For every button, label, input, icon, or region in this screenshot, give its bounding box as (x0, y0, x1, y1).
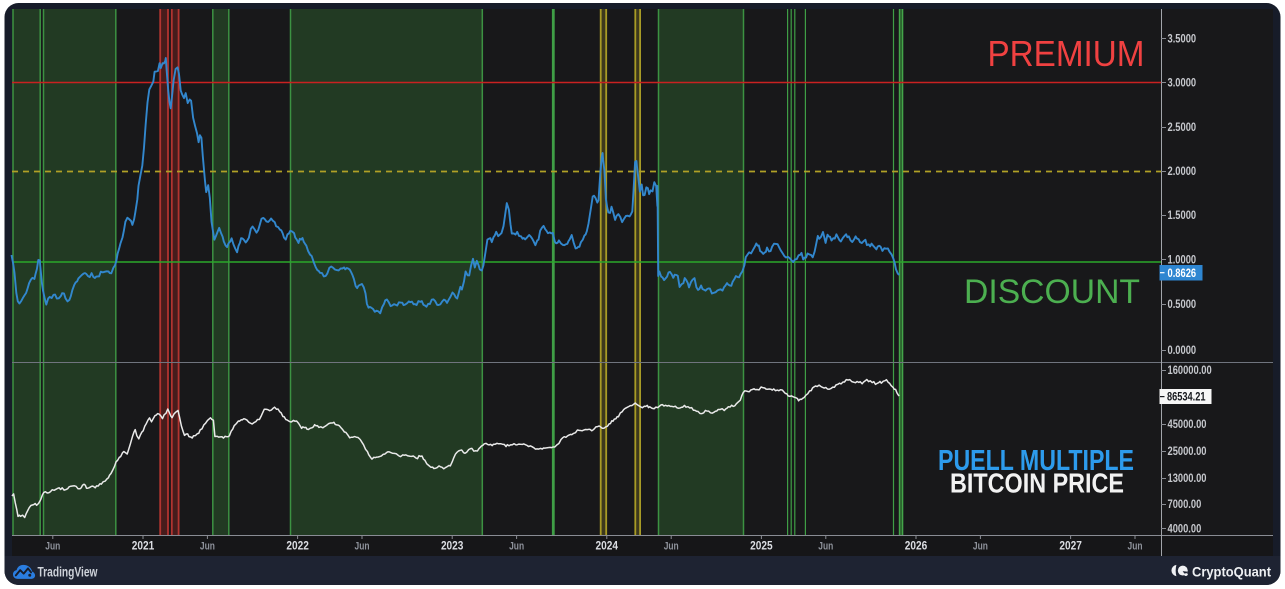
svg-text:TradingView: TradingView (38, 565, 98, 580)
svg-text:86534.21: 86534.21 (1167, 392, 1206, 404)
svg-text:45000.00: 45000.00 (1168, 419, 1207, 431)
svg-text:3.5000: 3.5000 (1168, 34, 1197, 46)
svg-text:2022: 2022 (286, 541, 309, 553)
svg-text:0.8626: 0.8626 (1168, 268, 1197, 280)
svg-text:Jun: Jun (200, 541, 215, 553)
svg-text:160000.00: 160000.00 (1168, 365, 1212, 377)
svg-text:PUELL MULTIPLE: PUELL MULTIPLE (938, 445, 1134, 477)
svg-text:25000.00: 25000.00 (1168, 446, 1207, 458)
svg-text:Jun: Jun (818, 541, 833, 553)
svg-text:2024: 2024 (596, 541, 619, 553)
svg-text:2025: 2025 (750, 541, 773, 553)
svg-text:2026: 2026 (905, 541, 928, 553)
svg-text:Jun: Jun (45, 541, 60, 553)
svg-text:Jun: Jun (664, 541, 679, 553)
svg-text:2023: 2023 (441, 541, 464, 553)
svg-text:2027: 2027 (1059, 541, 1082, 553)
svg-text:Jun: Jun (1128, 541, 1143, 553)
svg-text:13000.00: 13000.00 (1168, 473, 1207, 485)
svg-text:Jun: Jun (355, 541, 370, 553)
svg-text:0.5000: 0.5000 (1168, 299, 1197, 311)
svg-text:Jun: Jun (973, 541, 988, 553)
svg-text:4000.00: 4000.00 (1168, 524, 1202, 536)
svg-text:2.0000: 2.0000 (1168, 166, 1197, 178)
svg-text:2.5000: 2.5000 (1168, 122, 1197, 134)
svg-text:0.0000: 0.0000 (1168, 345, 1197, 357)
svg-text:7000.00: 7000.00 (1168, 499, 1202, 511)
svg-text:1.5000: 1.5000 (1168, 210, 1197, 222)
svg-text:CryptoQuant: CryptoQuant (1192, 565, 1271, 580)
svg-text:BITCOIN PRICE: BITCOIN PRICE (950, 468, 1124, 499)
svg-text:PREMIUM: PREMIUM (988, 33, 1145, 74)
svg-text:3.0000: 3.0000 (1168, 78, 1197, 90)
svg-text:1.0000: 1.0000 (1168, 255, 1197, 267)
svg-text:DISCOUNT: DISCOUNT (964, 273, 1140, 311)
svg-text:Jun: Jun (509, 541, 524, 553)
svg-text:2021: 2021 (132, 541, 155, 553)
